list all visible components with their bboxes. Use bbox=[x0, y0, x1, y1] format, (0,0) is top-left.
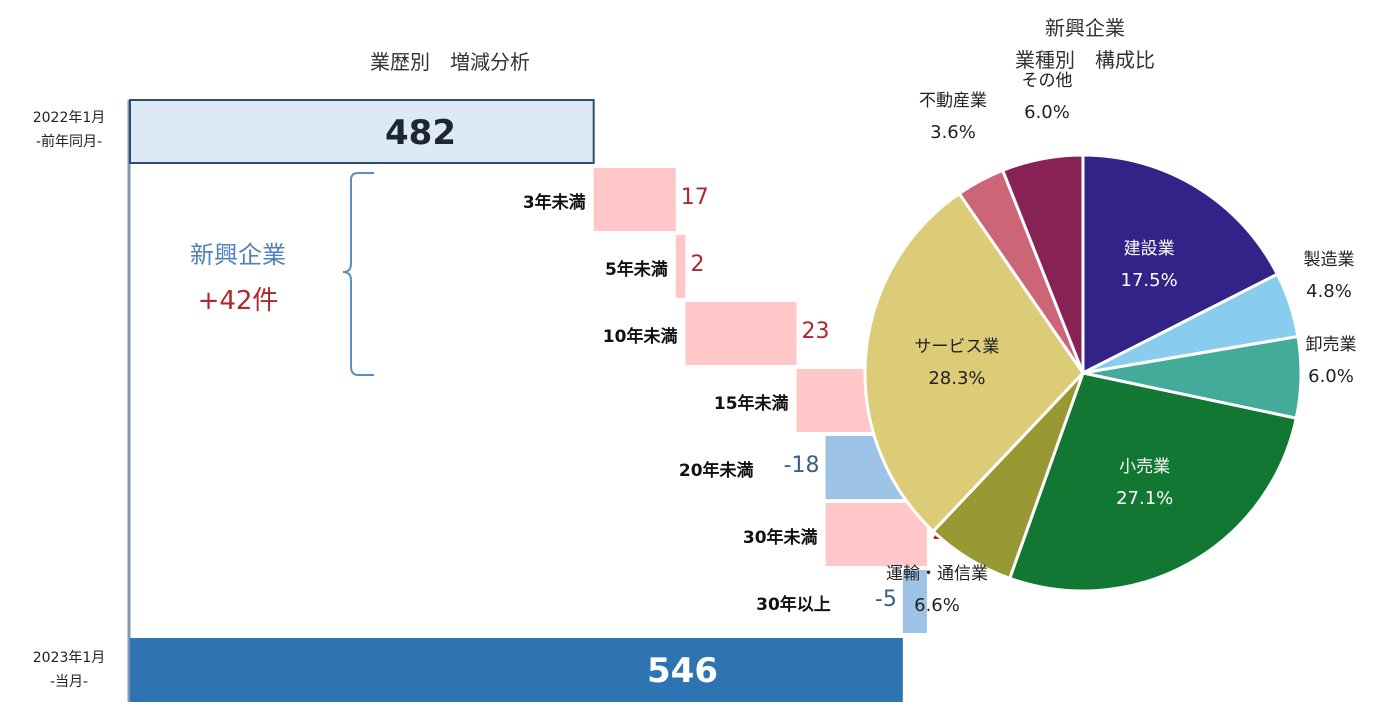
new-company-bracket bbox=[342, 172, 374, 376]
start-period-date: 2022年1月 bbox=[32, 110, 106, 126]
waterfall-step-bar bbox=[825, 503, 927, 566]
pie-category-name: 小売業 bbox=[1119, 457, 1171, 478]
pie-title-line2: 業種別 構成比 bbox=[1015, 48, 1155, 72]
waterfall-step-bar bbox=[675, 235, 686, 298]
pie-slices bbox=[863, 153, 1303, 593]
pie-slice bbox=[1081, 153, 1280, 376]
pie-percentage: 17.5% bbox=[1120, 270, 1178, 292]
waterfall-value-label: -18 bbox=[783, 452, 820, 478]
waterfall-value-label: 17 bbox=[680, 184, 709, 210]
waterfall-category-label: 3年未満 bbox=[522, 192, 586, 213]
pie-slice bbox=[1000, 153, 1085, 374]
pie-slice bbox=[1007, 371, 1299, 593]
end-period-note: -当月- bbox=[49, 674, 89, 690]
waterfall-step-bar bbox=[685, 302, 797, 365]
start-period-note: -前年同月- bbox=[35, 134, 103, 150]
waterfall-category-label: 10年未満 bbox=[602, 326, 678, 347]
waterfall-value-label: -5 bbox=[874, 586, 897, 612]
pie-category-name: 卸売業 bbox=[1305, 335, 1357, 355]
waterfall-category-label: 30年未満 bbox=[742, 527, 818, 548]
pie-title: 新興企業 業種別 構成比 bbox=[985, 12, 1185, 76]
new-company-label: 新興企業 bbox=[190, 241, 286, 269]
pie-category-name: 建設業 bbox=[1123, 239, 1175, 260]
pie-slice-label: 製造業 4.8% bbox=[1259, 244, 1381, 308]
pie-slice-label: 建設業 17.5% bbox=[1079, 233, 1219, 297]
pie-slice-label: 小売業 27.1% bbox=[1075, 451, 1215, 515]
waterfall-start-bar bbox=[129, 99, 595, 164]
pie-title-line1: 新興企業 bbox=[1045, 16, 1125, 40]
end-period-label: 2023年1月 -当月- bbox=[14, 646, 124, 694]
pie-category-name: サービス業 bbox=[914, 337, 1000, 358]
pie-percentage: 4.8% bbox=[1306, 281, 1352, 302]
waterfall-title: 業歴別 増減分析 bbox=[370, 50, 530, 74]
pie-slice-label: 卸売業 6.0% bbox=[1261, 329, 1381, 393]
pie-slice bbox=[863, 191, 1085, 534]
end-period-date: 2023年1月 bbox=[32, 650, 106, 666]
waterfall-category-label: 30年以上 bbox=[756, 594, 831, 615]
waterfall-end-bar bbox=[130, 638, 903, 702]
start-period-label: 2022年1月 -前年同月- bbox=[14, 106, 124, 154]
pie-slice-label: サービス業 28.3% bbox=[887, 331, 1027, 395]
pie-percentage: 27.1% bbox=[1116, 488, 1174, 510]
waterfall-category-label: 20年未満 bbox=[678, 460, 754, 481]
pie-slice-label: その他 6.0% bbox=[977, 65, 1117, 129]
pie-category-name: その他 bbox=[1021, 71, 1073, 91]
end-total-value: 546 bbox=[647, 651, 718, 691]
pie-slice-label: 不動産業 3.6% bbox=[883, 85, 1023, 149]
waterfall-category-label: 15年未満 bbox=[713, 393, 789, 414]
waterfall-value-label: 2 bbox=[690, 251, 705, 277]
waterfall-category-label: 5年未満 bbox=[604, 259, 668, 280]
waterfall-step-bar bbox=[593, 168, 676, 231]
pie-category-name: 不動産業 bbox=[919, 91, 987, 111]
pie-category-name: 製造業 bbox=[1303, 250, 1355, 270]
pie-percentage: 3.6% bbox=[930, 122, 976, 143]
pie-category-name: 運輸・通信業 bbox=[886, 564, 988, 584]
waterfall-value-label: 23 bbox=[801, 318, 830, 344]
pie-percentage: 6.6% bbox=[914, 595, 960, 616]
start-total-value: 482 bbox=[385, 113, 456, 153]
pie-percentage: 6.0% bbox=[1308, 366, 1354, 387]
waterfall-step-bar bbox=[902, 570, 927, 633]
new-company-total: +42件 bbox=[197, 286, 279, 316]
pie-slice-label: 運輸・通信業 6.6% bbox=[867, 558, 1007, 622]
pie-percentage: 28.3% bbox=[928, 368, 986, 390]
pie-percentage: 6.0% bbox=[1024, 102, 1070, 123]
